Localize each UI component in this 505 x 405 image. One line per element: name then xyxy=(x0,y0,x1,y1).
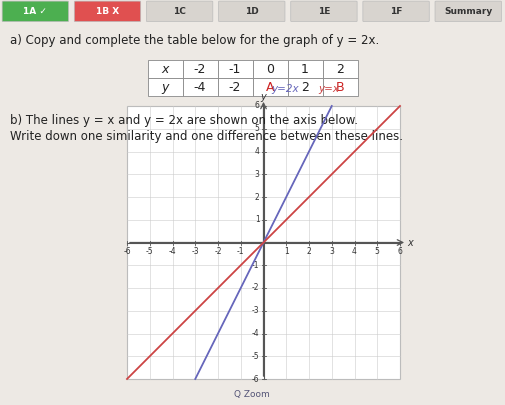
Text: 1: 1 xyxy=(284,247,289,256)
Bar xyxy=(127,106,400,379)
Text: 2: 2 xyxy=(255,192,260,202)
Text: 1: 1 xyxy=(301,63,309,76)
FancyBboxPatch shape xyxy=(363,1,429,21)
Bar xyxy=(147,78,182,96)
FancyBboxPatch shape xyxy=(291,1,357,21)
Text: 1B X: 1B X xyxy=(96,6,119,16)
Text: 2: 2 xyxy=(307,247,312,256)
Bar xyxy=(218,60,252,78)
Text: -2: -2 xyxy=(194,63,206,76)
Text: 6: 6 xyxy=(397,247,402,256)
Bar xyxy=(323,78,358,96)
Text: -1: -1 xyxy=(237,247,244,256)
Text: 1C: 1C xyxy=(173,6,186,16)
Text: 4: 4 xyxy=(255,147,260,156)
Bar xyxy=(252,78,287,96)
FancyBboxPatch shape xyxy=(146,1,213,21)
Text: 2: 2 xyxy=(336,63,344,76)
Bar xyxy=(287,60,323,78)
Text: 1A ✓: 1A ✓ xyxy=(23,6,47,16)
Bar xyxy=(147,60,182,78)
Text: y=x: y=x xyxy=(319,84,339,94)
Text: a) Copy and complete the table below for the graph of y = 2x.: a) Copy and complete the table below for… xyxy=(10,34,379,47)
Text: x: x xyxy=(407,237,413,247)
Text: -2: -2 xyxy=(214,247,222,256)
Text: 6: 6 xyxy=(255,102,260,111)
Text: y=2x: y=2x xyxy=(272,84,299,94)
Text: -3: -3 xyxy=(252,306,260,315)
Text: 0: 0 xyxy=(266,63,274,76)
Text: -1: -1 xyxy=(252,261,260,270)
Bar xyxy=(323,60,358,78)
Text: 1: 1 xyxy=(255,215,260,224)
Text: -1: -1 xyxy=(229,63,241,76)
FancyBboxPatch shape xyxy=(435,1,501,21)
Bar xyxy=(252,60,287,78)
Text: -6: -6 xyxy=(252,375,260,384)
FancyBboxPatch shape xyxy=(2,1,69,21)
Text: b) The lines y = x and y = 2x are shown on the axis below.: b) The lines y = x and y = 2x are shown … xyxy=(10,114,358,127)
Text: -2: -2 xyxy=(252,284,260,292)
Text: x: x xyxy=(161,63,169,76)
Text: 4: 4 xyxy=(352,247,357,256)
Text: 1F: 1F xyxy=(390,6,402,16)
Text: Write down one similarity and one difference between these lines.: Write down one similarity and one differ… xyxy=(10,130,403,143)
Text: -4: -4 xyxy=(252,329,260,338)
Text: Summary: Summary xyxy=(444,6,492,16)
Text: -2: -2 xyxy=(229,81,241,94)
Bar xyxy=(218,78,252,96)
Text: 1D: 1D xyxy=(245,6,259,16)
Text: B: B xyxy=(336,81,344,94)
Bar xyxy=(287,78,323,96)
Text: 5: 5 xyxy=(375,247,380,256)
Text: 3: 3 xyxy=(329,247,334,256)
Text: 5: 5 xyxy=(255,124,260,133)
Text: y: y xyxy=(261,92,266,102)
Text: -3: -3 xyxy=(191,247,199,256)
Text: 1E: 1E xyxy=(318,6,330,16)
Text: 3: 3 xyxy=(255,170,260,179)
Text: -5: -5 xyxy=(146,247,154,256)
Text: y: y xyxy=(161,81,169,94)
Text: -6: -6 xyxy=(123,247,131,256)
Bar xyxy=(182,78,218,96)
Text: -5: -5 xyxy=(252,352,260,361)
Text: A: A xyxy=(266,81,274,94)
Text: 2: 2 xyxy=(301,81,309,94)
FancyBboxPatch shape xyxy=(219,1,285,21)
Text: -4: -4 xyxy=(169,247,176,256)
Bar xyxy=(182,60,218,78)
FancyBboxPatch shape xyxy=(74,1,141,21)
Text: -4: -4 xyxy=(194,81,206,94)
Text: Q Zoom: Q Zoom xyxy=(234,390,270,399)
